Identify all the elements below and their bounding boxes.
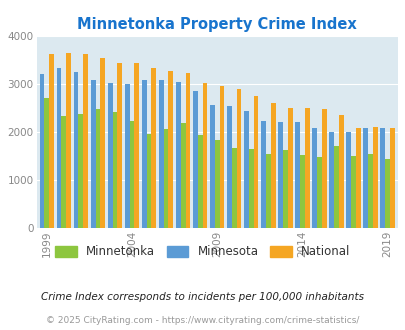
Bar [192, 91, 197, 228]
Bar [90, 80, 95, 228]
Bar [78, 114, 83, 228]
Bar [112, 113, 117, 228]
Bar [321, 109, 326, 228]
Bar [197, 135, 202, 228]
Bar [384, 159, 389, 228]
Bar [214, 140, 219, 228]
Bar [277, 122, 282, 228]
Title: Minnetonka Property Crime Index: Minnetonka Property Crime Index [77, 17, 356, 32]
Bar [66, 53, 71, 228]
Bar [328, 132, 333, 228]
Bar [362, 128, 367, 228]
Bar [57, 68, 61, 228]
Bar [202, 83, 207, 228]
Bar [270, 103, 275, 228]
Bar [219, 86, 224, 228]
Bar [333, 147, 338, 228]
Bar [372, 127, 377, 228]
Bar [117, 63, 122, 228]
Bar [287, 108, 292, 228]
Bar [158, 80, 163, 228]
Bar [124, 84, 129, 228]
Legend: Minnetonka, Minnesota, National: Minnetonka, Minnesota, National [51, 241, 354, 263]
Bar [146, 134, 151, 228]
Bar [185, 73, 190, 228]
Bar [236, 89, 241, 228]
Bar [345, 132, 350, 228]
Bar [350, 156, 355, 228]
Bar [44, 98, 49, 228]
Bar [338, 115, 343, 228]
Bar [311, 128, 316, 228]
Bar [163, 129, 168, 228]
Bar [107, 83, 112, 228]
Bar [265, 154, 270, 228]
Bar [168, 71, 173, 228]
Bar [74, 72, 78, 228]
Bar [100, 58, 105, 228]
Bar [141, 80, 146, 228]
Bar [49, 54, 54, 228]
Bar [260, 121, 265, 228]
Text: Crime Index corresponds to incidents per 100,000 inhabitants: Crime Index corresponds to incidents per… [41, 292, 364, 302]
Bar [209, 105, 214, 228]
Bar [175, 82, 180, 228]
Bar [299, 155, 304, 228]
Bar [355, 128, 360, 228]
Bar [304, 108, 309, 228]
Bar [180, 123, 185, 228]
Bar [379, 128, 384, 228]
Bar [282, 150, 287, 228]
Bar [294, 122, 299, 228]
Bar [40, 74, 44, 228]
Bar [389, 128, 394, 228]
Bar [316, 157, 321, 228]
Bar [243, 111, 248, 228]
Bar [83, 54, 88, 228]
Bar [61, 116, 66, 228]
Bar [231, 148, 236, 228]
Bar [226, 106, 231, 228]
Bar [248, 149, 253, 228]
Bar [129, 120, 134, 228]
Bar [151, 68, 156, 228]
Bar [95, 109, 100, 228]
Text: © 2025 CityRating.com - https://www.cityrating.com/crime-statistics/: © 2025 CityRating.com - https://www.city… [46, 316, 359, 325]
Bar [367, 153, 372, 228]
Bar [134, 63, 139, 228]
Bar [253, 96, 258, 228]
